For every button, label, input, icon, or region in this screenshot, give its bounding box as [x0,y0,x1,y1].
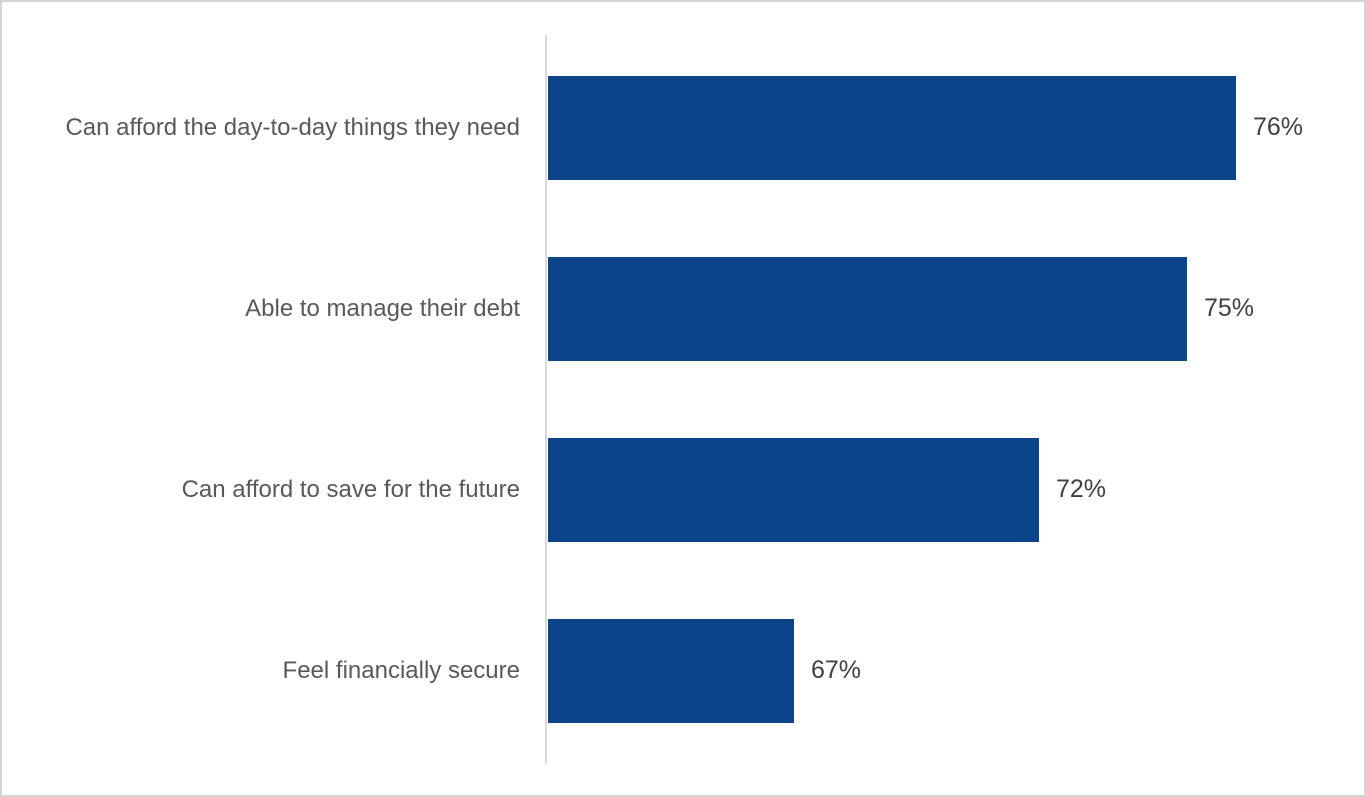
category-label: Feel financially secure [282,656,520,684]
bar-track: 67% [548,580,1338,761]
bar-row: Can afford the day-to-day things they ne… [2,37,1364,218]
y-axis-line [545,35,547,764]
bar [548,256,1187,361]
bar-row: Able to manage their debt 75% [2,218,1364,399]
category-label: Able to manage their debt [245,294,520,322]
bar-track: 76% [548,37,1338,218]
bar-row: Can afford to save for the future 72% [2,399,1364,580]
value-label: 72% [1056,475,1107,503]
bar [548,437,1039,542]
value-label: 75% [1204,294,1255,322]
bar-track: 72% [548,399,1338,580]
category-label: Can afford to save for the future [181,475,520,503]
bar [548,618,794,723]
bar-row: Feel financially secure 67% [2,580,1364,761]
value-label: 67% [811,656,862,684]
category-label: Can afford the day-to-day things they ne… [65,113,520,141]
value-label: 76% [1253,113,1304,141]
bar-chart: Can afford the day-to-day things they ne… [2,37,1364,761]
bar [548,75,1236,180]
bar-track: 75% [548,218,1338,399]
